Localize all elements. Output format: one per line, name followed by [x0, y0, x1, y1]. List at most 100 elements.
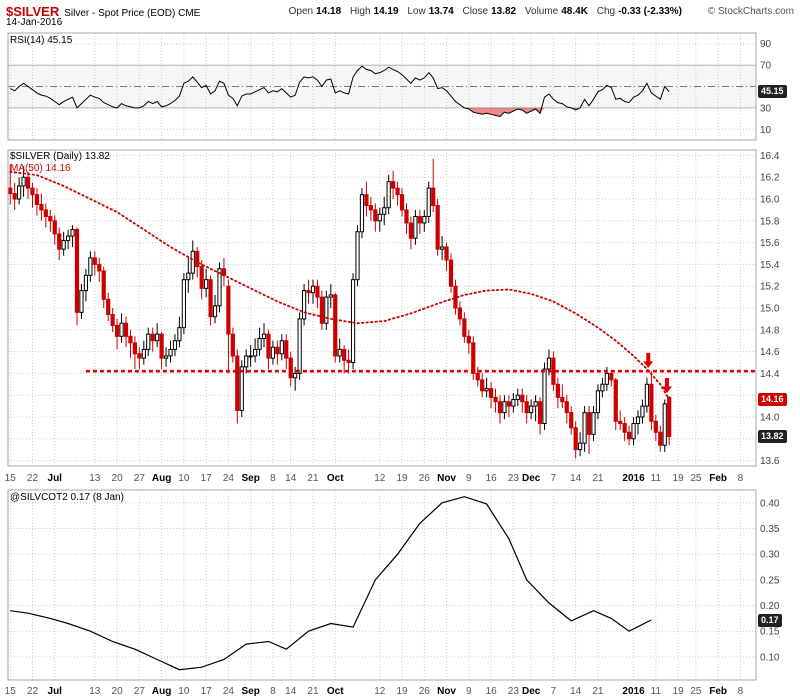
svg-text:Jul: Jul: [48, 473, 63, 484]
svg-text:19: 19: [396, 473, 408, 484]
rsi-oversold-fill: [8, 107, 670, 117]
svg-text:17: 17: [201, 686, 213, 697]
svg-text:22: 22: [27, 473, 39, 484]
svg-text:23: 23: [508, 473, 520, 484]
candle: [435, 205, 440, 250]
candle: [284, 340, 289, 359]
candle: [248, 355, 253, 358]
candle: [564, 401, 569, 414]
svg-text:0.35: 0.35: [760, 524, 780, 535]
candle: [350, 279, 356, 363]
svg-text:Feb: Feb: [709, 686, 727, 697]
quote-value: 13.74: [428, 6, 454, 17]
svg-text:Oct: Oct: [327, 686, 344, 697]
quote-value: 13.82: [491, 6, 517, 17]
candle: [502, 401, 507, 414]
quote-label: Chg: [596, 6, 616, 17]
svg-text:10: 10: [760, 125, 772, 136]
candle: [444, 246, 449, 261]
svg-text:13.6: 13.6: [760, 456, 780, 467]
svg-text:70: 70: [760, 61, 772, 72]
candle: [391, 181, 396, 189]
candle: [310, 285, 316, 294]
svg-text:0.30: 0.30: [760, 550, 780, 561]
candle: [417, 215, 422, 224]
candle: [426, 187, 431, 217]
svg-text:12: 12: [374, 686, 386, 697]
svg-text:17: 17: [201, 473, 213, 484]
svg-text:15: 15: [5, 473, 17, 484]
quote-bar: Open 14.18 High 14.19 Low 13.74 Close 13.82 …: [283, 6, 682, 17]
candle: [395, 187, 400, 196]
svg-text:Jul: Jul: [48, 686, 63, 697]
svg-text:14: 14: [285, 686, 297, 697]
candle: [542, 368, 547, 425]
candle: [529, 405, 534, 414]
candle: [141, 348, 146, 359]
candle: [622, 423, 627, 433]
candle: [159, 333, 164, 359]
candle: [270, 346, 276, 359]
candle: [181, 279, 186, 329]
quote-value: -0.33 (-2.33%): [618, 6, 682, 17]
cot-panel: 0.40 0.35 0.30 0.25 0.20 0.15 0.10: [7, 489, 780, 681]
candle: [79, 290, 84, 313]
cot-y-axis-labels: 0.40 0.35 0.30 0.25 0.20 0.15 0.10: [760, 498, 780, 663]
quote-label: Volume: [524, 6, 559, 17]
svg-text:8: 8: [738, 686, 744, 697]
svg-text:0.40: 0.40: [760, 498, 780, 509]
cot-line: [10, 496, 652, 671]
rsi-panel: 90 70 30 10: [7, 32, 772, 141]
svg-text:0.10: 0.10: [760, 652, 780, 663]
candle: [208, 279, 213, 318]
rsi-y-axis-labels: 90 70 30 10: [760, 39, 772, 136]
svg-text:21: 21: [307, 473, 319, 484]
svg-text:8: 8: [270, 686, 276, 697]
copyright: © StockCharts.com: [707, 6, 794, 17]
candle: [533, 401, 538, 407]
candle: [604, 372, 609, 385]
candle: [413, 215, 418, 239]
candle: [293, 372, 298, 379]
candle: [497, 401, 503, 414]
svg-text:21: 21: [592, 473, 604, 484]
svg-text:Aug: Aug: [152, 473, 171, 484]
candle: [25, 176, 31, 189]
candle: [644, 383, 650, 407]
svg-text:19: 19: [673, 686, 685, 697]
ma50-line: [9, 170, 671, 401]
candle: [399, 194, 405, 211]
candle: [106, 298, 111, 316]
candle: [658, 431, 663, 446]
candle: [364, 194, 369, 207]
svg-text:0.25: 0.25: [760, 575, 780, 586]
candle: [266, 333, 271, 359]
candle: [404, 209, 409, 224]
svg-text:14: 14: [570, 473, 582, 484]
candle: [39, 203, 44, 211]
candle: [261, 333, 267, 340]
candle: [110, 314, 115, 326]
candle: [386, 181, 391, 209]
candle: [177, 327, 182, 342]
svg-text:24: 24: [223, 686, 235, 697]
svg-text:7: 7: [551, 686, 557, 697]
price-y-axis-labels: 16.4 16.2 16.0 15.8 15.6 15.4 15.2 15.0 14.8 14.6…: [760, 151, 780, 467]
candle: [471, 342, 476, 374]
svg-text:11: 11: [651, 473, 662, 484]
candle: [57, 233, 62, 250]
svg-text:90: 90: [760, 39, 772, 50]
svg-text:Sep: Sep: [241, 686, 259, 697]
candle: [61, 239, 66, 250]
svg-text:13: 13: [89, 686, 101, 697]
candle: [132, 342, 137, 355]
candle: [101, 270, 106, 300]
candle: [70, 229, 75, 237]
svg-text:15.2: 15.2: [760, 282, 780, 293]
candle: [146, 333, 151, 350]
candle: [128, 335, 133, 344]
candle: [448, 259, 454, 287]
candle: [431, 187, 436, 207]
svg-text:2016: 2016: [622, 473, 645, 484]
candle: [226, 285, 231, 335]
